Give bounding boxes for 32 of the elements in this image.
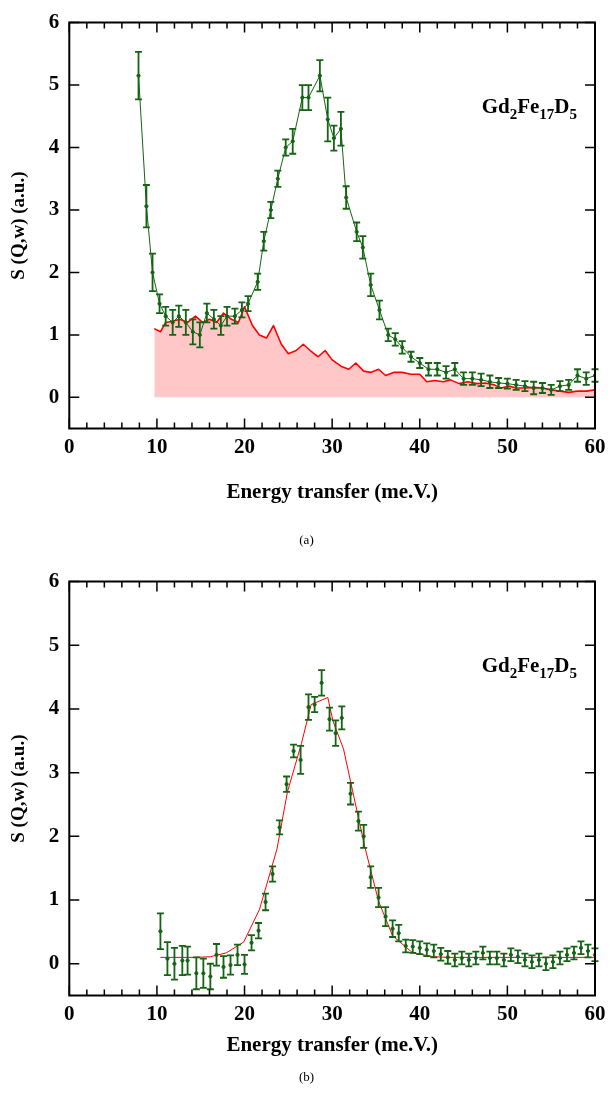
x-tick-label: 50 — [496, 433, 518, 458]
x-tick-label: 60 — [584, 1000, 606, 1025]
y-tick-label: 3 — [48, 196, 60, 221]
text: (b) — [297, 1068, 316, 1086]
x-tick-label: 40 — [409, 1000, 431, 1025]
y-tick-label: 0 — [48, 383, 60, 408]
y-axis-title: S (Q,w) (a.u.) — [7, 171, 30, 280]
x-tick-label: 30 — [321, 1000, 343, 1025]
y-tick-label: 2 — [48, 258, 60, 283]
x-axis-title: Energy transfer (me.V.) — [226, 478, 438, 503]
x-tick-label: 20 — [234, 1000, 256, 1025]
x-axis-title: Energy transfer (me.V.) — [226, 1031, 438, 1056]
y-tick-label: 1 — [48, 321, 60, 346]
y-tick-label: 4 — [48, 133, 60, 158]
y-tick-label: 5 — [48, 631, 60, 656]
x-tick-label: 60 — [584, 433, 606, 458]
x-tick-label: 10 — [146, 433, 168, 458]
y-tick-label: 3 — [48, 759, 60, 784]
y-tick-label: 1 — [48, 886, 60, 911]
x-tick-label: 40 — [409, 433, 431, 458]
y-axis-title: S (Q,w) (a.u.) — [7, 734, 30, 843]
y-tick-label: 6 — [48, 9, 60, 34]
y-tick-label: 6 — [48, 568, 60, 593]
x-tick-label: 30 — [321, 433, 343, 458]
text: (a) — [298, 531, 315, 549]
x-tick-label: 10 — [146, 1000, 168, 1025]
y-tick-label: 0 — [48, 950, 60, 975]
y-tick-label: 5 — [48, 71, 60, 96]
y-tick-label: 4 — [48, 695, 60, 720]
y-tick-label: 2 — [48, 822, 60, 847]
x-tick-label: 20 — [234, 433, 256, 458]
x-tick-label: 50 — [496, 1000, 518, 1025]
